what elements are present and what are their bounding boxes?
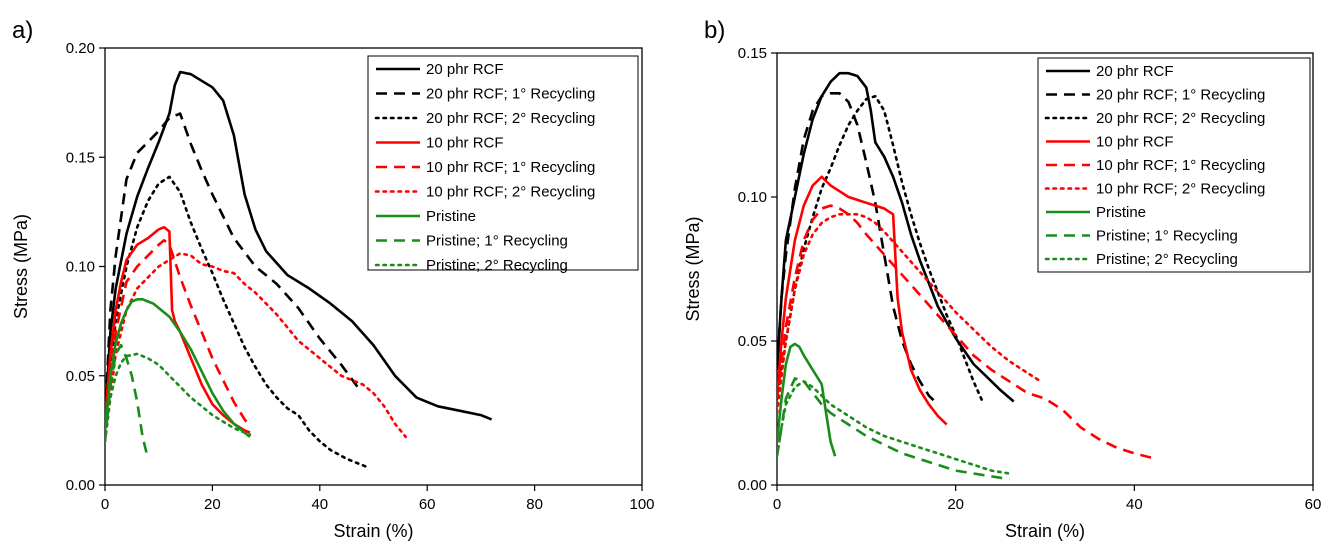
y-tick-label: 0.00 [66, 477, 95, 494]
series-line [777, 204, 1158, 461]
legend-label: Pristine; 1° Recycling [1096, 228, 1238, 245]
panel-a: a) 0 20 40 60 80 100 0.00 0.05 0.10 0.15 0.20 Strain… [11, 17, 655, 541]
series-line [105, 352, 252, 443]
legend-label: Pristine; 1° Recycling [426, 233, 568, 250]
legend-label: 20 phr RCF; 2° Recycling [1096, 110, 1265, 127]
series-line [105, 70, 493, 421]
y-tick-label: 0.00 [738, 477, 767, 494]
series-line [105, 297, 251, 438]
x-tick-label: 40 [311, 496, 328, 513]
series-line [105, 175, 370, 469]
legend-label: Pristine; 2° Recycling [426, 257, 568, 274]
y-tick-label: 0.10 [66, 259, 95, 276]
y-axis-title: Stress (MPa) [683, 216, 703, 321]
y-tick-label: 0.10 [738, 189, 767, 206]
x-tick-label: 20 [204, 496, 221, 513]
legend-label: 10 phr RCF; 1° Recycling [1096, 157, 1265, 174]
y-tick-label: 0.15 [66, 149, 95, 166]
x-axis-title: Strain (%) [1005, 521, 1085, 541]
panel-label: b) [704, 17, 725, 44]
y-tick-label: 0.05 [66, 368, 95, 385]
x-tick-label: 60 [1305, 496, 1322, 513]
series-line [777, 213, 1042, 415]
x-tick-label: 20 [947, 496, 964, 513]
x-tick-label: 0 [773, 496, 781, 513]
series-group [777, 71, 1158, 481]
y-tick-label: 0.05 [738, 333, 767, 350]
x-tick-label: 100 [629, 496, 654, 513]
legend-label: 20 phr RCF; 2° Recycling [426, 110, 595, 127]
legend-label: Pristine; 2° Recycling [1096, 251, 1238, 268]
series-line [105, 343, 150, 460]
plot-frame [776, 52, 1314, 486]
x-tick-label: 60 [419, 496, 436, 513]
legend-label: 10 phr RCF [426, 135, 504, 152]
series-line [105, 239, 252, 431]
legend-box [367, 55, 639, 271]
series-group [105, 70, 493, 469]
y-tick-label: 0.15 [738, 45, 767, 62]
legend-label: 10 phr RCF [1096, 134, 1174, 151]
y-tick-label: 0.20 [66, 40, 95, 57]
legend-label: 20 phr RCF [426, 61, 504, 78]
series-line [105, 252, 408, 443]
series-line [777, 377, 1010, 481]
x-axis-title: Strain (%) [333, 521, 413, 541]
legend-label: 10 phr RCF; 2° Recycling [426, 184, 595, 201]
legend-label: 10 phr RCF; 1° Recycling [426, 159, 595, 176]
legend-label: 20 phr RCF; 1° Recycling [1096, 87, 1265, 104]
series-line [777, 342, 837, 457]
legend-label: Pristine [426, 208, 476, 225]
series-line [777, 92, 939, 406]
legend-label: 20 phr RCF [1096, 63, 1174, 80]
y-axis-title: Stress (MPa) [11, 214, 31, 319]
series-line [105, 112, 359, 420]
x-tick-label: 80 [526, 496, 543, 513]
series-line [777, 379, 1011, 475]
series-line [777, 175, 948, 426]
panel-b: b) 0 20 40 60 0.00 0.05 0.10 0.15 Strain (%) Stres… [683, 17, 1321, 541]
x-tick-label: 0 [101, 496, 109, 513]
legend-label: 10 phr RCF; 2° Recycling [1096, 181, 1265, 198]
legend-label: 20 phr RCF; 1° Recycling [426, 86, 595, 103]
x-tick-label: 40 [1126, 496, 1143, 513]
legend-label: Pristine [1096, 204, 1146, 221]
panel-label: a) [12, 17, 33, 44]
series-line [105, 225, 251, 434]
